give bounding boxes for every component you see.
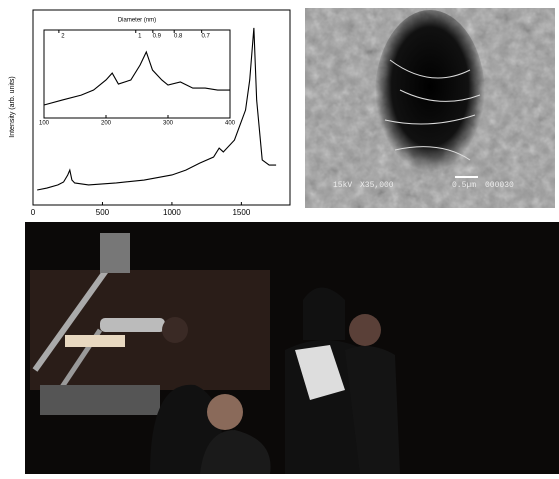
x-tick-label: 0 [31,208,36,217]
x-tick-label: 400 [225,121,236,127]
inset-top-axis-label: Diameter (nm) [118,18,156,24]
sem-magnification: X35,000 [360,181,394,190]
photo [25,222,559,474]
y-axis-label: Intensity (arb. units) [9,76,16,137]
x-tick-label: 1500 [232,208,250,217]
sem-image-id: 000030 [485,181,514,190]
x2-tick-label: 0.9 [153,34,162,40]
inset-frame [44,30,230,118]
page: 15kV X35,000 0.5µm 000030 Intensity (arb… [0,0,559,474]
sem-scale: 0.5µm [452,181,476,190]
x2-tick-label: 0.7 [201,34,210,40]
x-tick-label: 100 [39,121,50,127]
x-tick-label: 300 [163,121,174,127]
figure: 15kV X35,000 0.5µm 000030 Intensity (arb… [0,0,559,474]
x-tick-label: 500 [96,208,110,217]
x2-tick-label: 0.8 [174,34,183,40]
sem-image: 15kV X35,000 0.5µm 000030 [305,8,555,208]
sem-voltage: 15kV [333,181,352,190]
x-tick-label: 200 [101,121,112,127]
x-tick-label: 1000 [163,208,181,217]
